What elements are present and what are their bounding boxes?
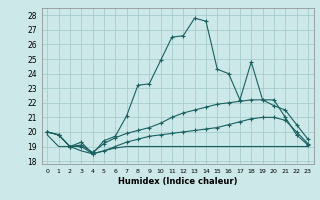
X-axis label: Humidex (Indice chaleur): Humidex (Indice chaleur) [118, 177, 237, 186]
